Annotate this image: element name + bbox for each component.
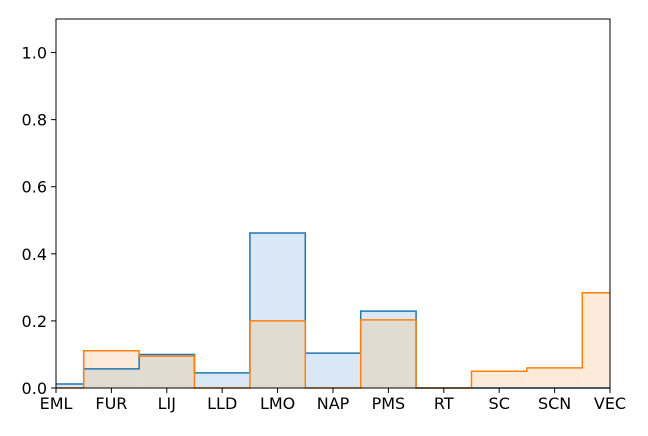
series-1-fill-NAP (305, 353, 361, 388)
series-1-fill-LLD (194, 372, 250, 388)
y-tick-label: 1.0 (22, 44, 47, 63)
x-tick-label: SC (489, 394, 510, 413)
y-tick-label: 0.2 (22, 312, 47, 331)
y-tick-label: 0.0 (22, 379, 47, 398)
y-axis: 0.0 0.2 0.4 0.6 0.8 1.0 (22, 44, 56, 398)
y-tick-label: 0.4 (22, 245, 47, 264)
series-1-fill-EML (56, 383, 84, 388)
y-tick-label: 0.6 (22, 178, 47, 197)
overlap-fill-LMO (249, 320, 306, 388)
series-2-fill-SCN (526, 367, 583, 388)
series-fills (56, 233, 610, 388)
overlap-fill-PMS (360, 319, 417, 388)
x-tick-label: LMO (260, 394, 295, 413)
x-tick-label: FUR (95, 394, 127, 413)
x-axis: EML FUR LIJ LLD LMO NAP PMS RT SC SCN VEC (40, 388, 626, 413)
x-tick-label: SCN (538, 394, 571, 413)
x-tick-label: LIJ (158, 394, 176, 413)
y-tick-label: 0.8 (22, 111, 47, 130)
x-tick-label: RT (434, 394, 454, 413)
x-tick-label: VEC (594, 394, 626, 413)
x-tick-label: PMS (372, 394, 406, 413)
x-tick-label: EML (40, 394, 73, 413)
series-2-fill-VEC (582, 292, 610, 388)
x-tick-label: NAP (317, 394, 350, 413)
series-2-fill-SC (471, 371, 527, 388)
overlap-fill-LIJ (139, 356, 195, 388)
overlap-fill-FUR (83, 368, 140, 388)
x-tick-label: LLD (207, 394, 237, 413)
